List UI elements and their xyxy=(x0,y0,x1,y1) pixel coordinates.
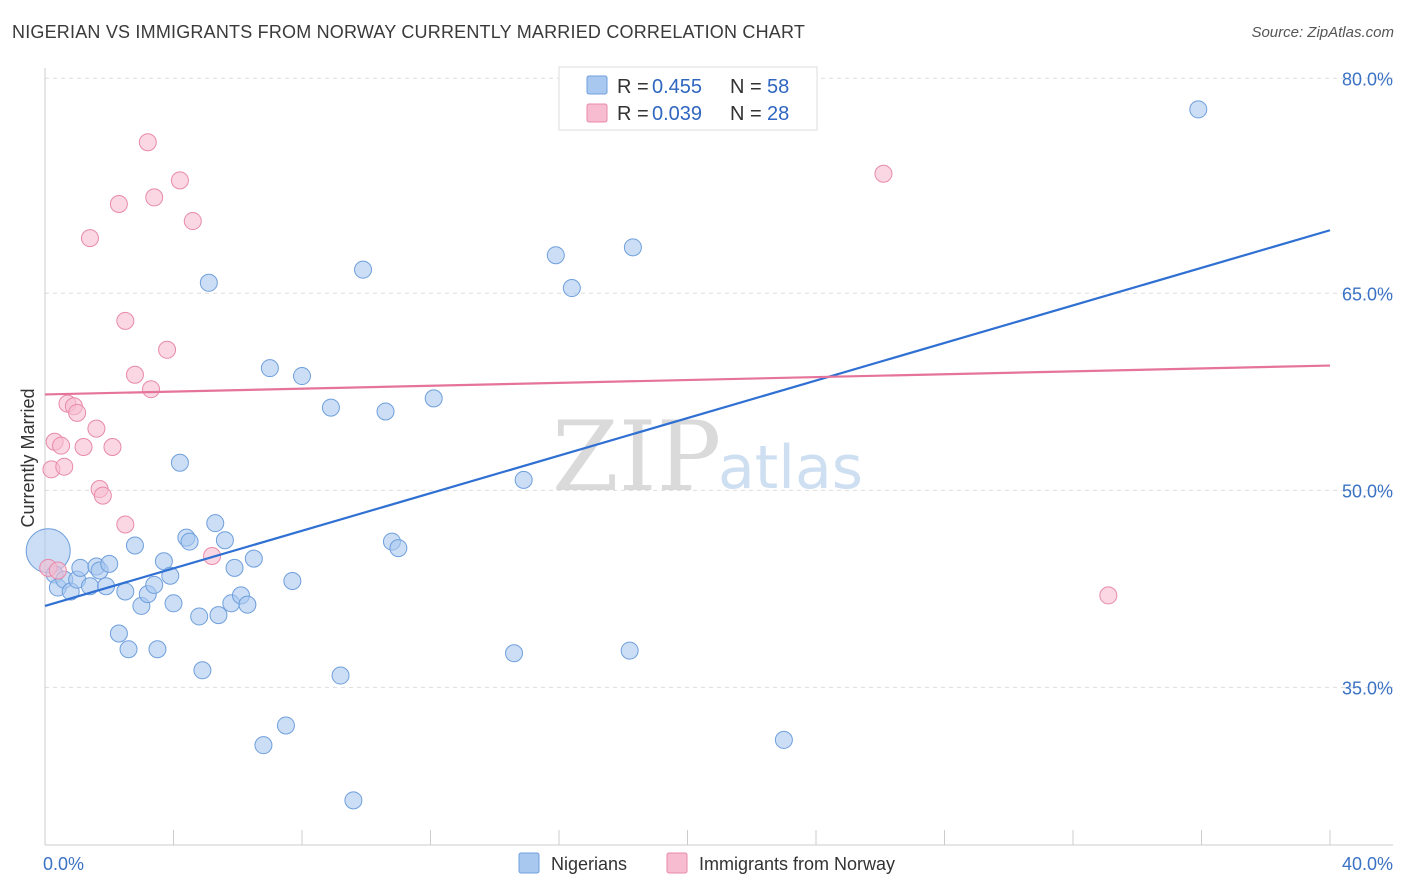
norway-point xyxy=(68,403,87,422)
nigerian-point xyxy=(116,582,135,601)
nigerian-point xyxy=(260,359,279,378)
nigerian-point xyxy=(244,549,263,568)
nigerian-point xyxy=(546,246,565,265)
legend-n-value-1: 58 xyxy=(767,76,789,98)
y-tick-label: 35.0% xyxy=(1342,678,1393,698)
legend-n-value-2: 28 xyxy=(767,103,789,125)
axes xyxy=(44,68,1393,846)
nigerian-point xyxy=(170,453,189,472)
series-legend-swatch-norway xyxy=(666,852,688,874)
nigerian-point xyxy=(190,607,209,626)
nigerian-point xyxy=(774,730,793,749)
y-tick-label: 65.0% xyxy=(1342,284,1393,304)
nigerian-point xyxy=(206,514,225,533)
nigerian-point xyxy=(623,238,642,257)
y-tick-label: 80.0% xyxy=(1342,69,1393,89)
series-legend-swatch-nigerians xyxy=(518,852,540,874)
nigerian-point xyxy=(164,594,183,613)
nigerian-point xyxy=(276,716,295,735)
norway-point xyxy=(116,311,135,330)
y-tick-labels: 35.0% 50.0% 65.0% 80.0% xyxy=(1342,69,1393,698)
chart-title: NIGERIAN VS IMMIGRANTS FROM NORWAY CURRE… xyxy=(12,22,806,42)
data-points xyxy=(25,100,1208,810)
nigerian-point xyxy=(321,398,340,417)
norway-point xyxy=(183,212,202,231)
y-tick-label: 50.0% xyxy=(1342,481,1393,501)
nigerian-point xyxy=(119,640,138,659)
nigerian-point xyxy=(254,736,273,755)
nigerian-point xyxy=(109,624,128,643)
legend-r-value-1: 0.455 xyxy=(652,76,702,98)
watermark-atlas: atlas xyxy=(718,433,863,503)
norway-point xyxy=(93,486,112,505)
norway-point xyxy=(52,436,71,455)
nigerian-point xyxy=(238,595,257,614)
norway-point xyxy=(87,419,106,438)
nigerian-point xyxy=(71,558,90,577)
nigerian-point xyxy=(1189,100,1208,119)
legend-r-label-2: R = xyxy=(617,103,649,125)
nigerian-point xyxy=(193,661,212,680)
nigerian-point xyxy=(354,260,373,279)
norway-point xyxy=(74,437,93,456)
nigerian-point xyxy=(514,470,533,489)
y-axis-title: Currently Married xyxy=(18,388,38,527)
legend-swatch-nigerians xyxy=(586,75,608,95)
series-legend: Nigerians Immigrants from Norway xyxy=(518,852,895,874)
nigerian-point xyxy=(199,273,218,292)
nigerian-point xyxy=(293,367,311,386)
nigerian-point xyxy=(100,554,119,573)
norway-point xyxy=(103,437,122,456)
norway-point xyxy=(1099,586,1118,605)
nigerian-point xyxy=(283,571,302,590)
norway-point xyxy=(55,457,74,476)
legend-swatch-norway xyxy=(586,103,608,123)
norway-point xyxy=(145,188,164,207)
norway-point xyxy=(170,171,189,190)
gridlines xyxy=(45,77,1393,688)
norway-point xyxy=(116,515,135,534)
norway-trend-line xyxy=(44,364,1331,396)
nigerian-point xyxy=(225,558,244,577)
nigerians-trend-line xyxy=(44,229,1331,607)
nigerian-point xyxy=(331,666,350,685)
norway-point xyxy=(48,561,67,580)
nigerian-point xyxy=(209,606,228,625)
nigerian-point xyxy=(562,279,581,298)
norway-point xyxy=(874,164,893,183)
x-tick-label-min: 0.0% xyxy=(43,854,84,874)
nigerian-point xyxy=(125,536,144,555)
nigerian-point xyxy=(344,791,363,810)
norway-point xyxy=(142,380,161,399)
stats-legend: R = 0.455 N = 58 R = 0.039 N = 28 xyxy=(558,66,818,131)
nigerian-point xyxy=(424,389,443,408)
nigerian-point xyxy=(145,575,164,594)
watermark-zip: ZIP xyxy=(552,401,721,513)
source-credit: Source: ZipAtlas.com xyxy=(1251,24,1394,41)
legend-n-label-2: N = xyxy=(730,103,762,125)
norway-point xyxy=(125,365,144,384)
norway-point xyxy=(109,194,128,213)
legend-r-label-1: R = xyxy=(617,76,649,98)
trend-lines xyxy=(44,229,1331,607)
nigerian-point xyxy=(620,641,639,660)
legend-r-value-2: 0.039 xyxy=(652,103,702,125)
nigerian-point xyxy=(148,640,167,659)
series-legend-label-nigerians: Nigerians xyxy=(551,854,627,874)
nigerian-point xyxy=(180,532,199,551)
norway-point xyxy=(138,133,157,152)
nigerian-point xyxy=(505,644,524,663)
x-tick-label-max: 40.0% xyxy=(1342,854,1393,874)
nigerian-point xyxy=(376,402,395,421)
watermark: ZIP atlas xyxy=(552,401,863,513)
nigerian-point xyxy=(389,539,408,558)
series-legend-label-norway: Immigrants from Norway xyxy=(699,854,895,874)
nigerian-point xyxy=(215,531,234,550)
norway-point xyxy=(80,229,99,248)
legend-n-label-1: N = xyxy=(730,76,762,98)
norway-point xyxy=(158,340,177,359)
